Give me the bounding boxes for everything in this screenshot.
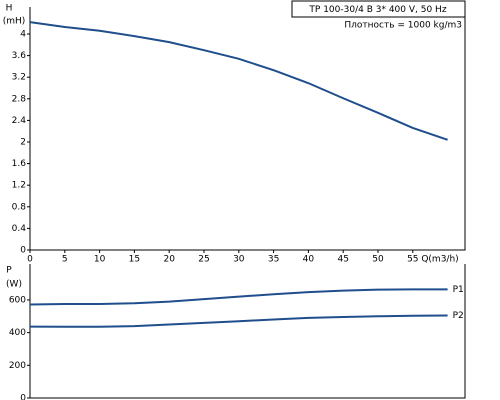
y-axis-label: P xyxy=(6,266,12,276)
x-tick-label: 30 xyxy=(233,255,245,265)
x-tick-label: 35 xyxy=(268,255,279,265)
y-tick-label: 2.4 xyxy=(12,116,27,126)
y-tick-label: 3.6 xyxy=(12,51,27,61)
data-line xyxy=(29,288,448,306)
x-tick-label: 25 xyxy=(198,255,209,265)
x-tick-label: 10 xyxy=(94,255,106,265)
y-axis-unit: (mH) xyxy=(3,17,26,27)
plot-frame xyxy=(29,264,466,399)
x-tick-label: 15 xyxy=(129,255,140,265)
x-tick-label: 5 xyxy=(62,255,68,265)
y-tick-label: 0.4 xyxy=(12,224,27,234)
y-tick-label: 0 xyxy=(20,246,26,256)
series-label: P2 xyxy=(453,311,464,321)
data-line xyxy=(29,314,448,328)
density-note: Плотность = 1000 kg/m3 xyxy=(344,21,462,31)
y-tick-label: 2 xyxy=(20,138,26,148)
x-axis-label: Q(m3/h) xyxy=(421,255,458,265)
y-tick-label: 400 xyxy=(9,328,26,338)
x-tick-label: 55 xyxy=(407,255,418,265)
y-axis-unit: (W) xyxy=(6,280,22,290)
y-tick-label: 1.6 xyxy=(12,159,27,169)
y-tick-label: 1.2 xyxy=(12,181,26,191)
y-tick-label: 0.8 xyxy=(12,202,27,212)
plot-frame xyxy=(29,7,466,251)
x-tick-label: 40 xyxy=(303,255,315,265)
y-axis-label: H xyxy=(6,4,13,14)
chart-title: TP 100-30/4 B 3* 400 V, 50 Hz xyxy=(308,5,446,15)
y-tick-label: 200 xyxy=(9,361,26,371)
data-line xyxy=(29,21,448,141)
y-tick-label: 2.8 xyxy=(12,94,27,104)
x-tick-label: 20 xyxy=(163,255,175,265)
x-tick-label: 0 xyxy=(27,255,33,265)
y-tick-label: 4 xyxy=(20,30,26,40)
y-tick-label: 3.2 xyxy=(12,73,26,83)
y-tick-label: 0 xyxy=(20,394,26,400)
y-tick-label: 600 xyxy=(9,295,26,305)
x-tick-label: 45 xyxy=(337,255,348,265)
x-tick-label: 50 xyxy=(372,255,384,265)
series-label: P1 xyxy=(453,285,464,295)
